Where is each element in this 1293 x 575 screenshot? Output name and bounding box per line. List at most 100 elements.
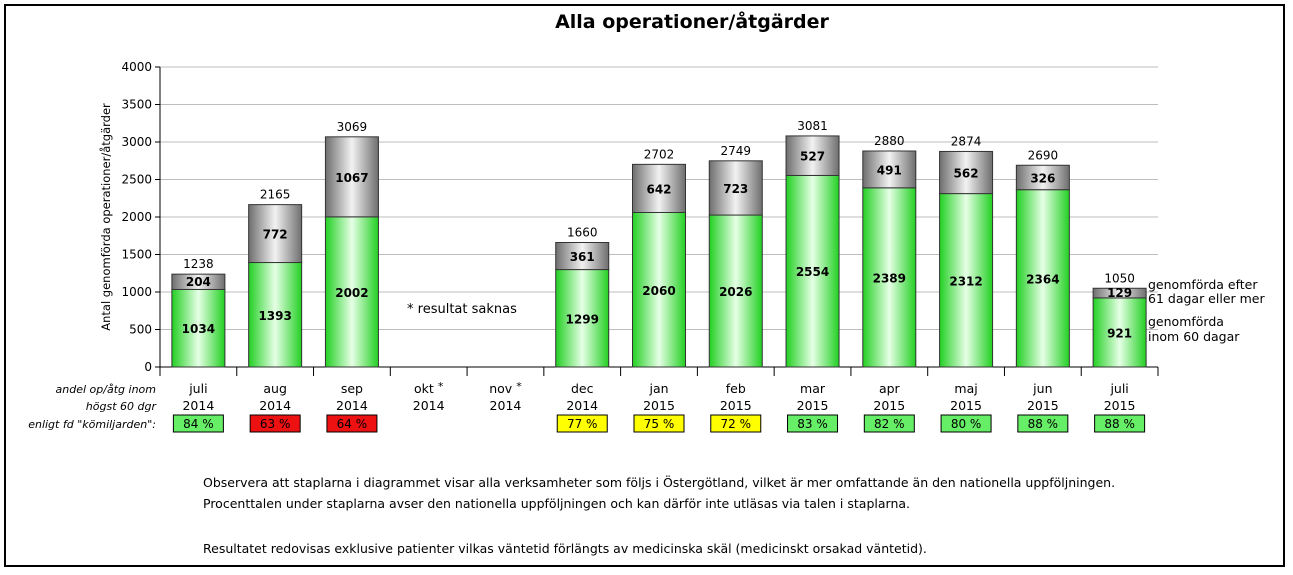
y-tick-label: 500 xyxy=(129,323,152,337)
percent-badge xyxy=(787,414,839,433)
bar-within-60-days xyxy=(1092,297,1147,368)
x-tick-label-month: mar xyxy=(800,381,826,396)
percent-label: 72 % xyxy=(721,417,752,431)
data-label-within-60: 921 xyxy=(1107,326,1132,340)
series-label-within-60: genomförda xyxy=(1148,314,1224,329)
percent-badge xyxy=(556,414,608,433)
data-label-after-61: 642 xyxy=(646,182,671,196)
data-label-after-61: 326 xyxy=(1030,171,1055,185)
percent-label: 88 % xyxy=(1028,417,1059,431)
x-tick-label-year: 2015 xyxy=(950,398,982,413)
data-label-after-61: 491 xyxy=(877,163,902,177)
x-tick-label-month: jan xyxy=(648,381,668,396)
data-label-within-60: 2312 xyxy=(949,274,982,288)
x-tick-label-month: sep xyxy=(341,381,363,396)
percent-label: 84 % xyxy=(183,417,214,431)
note-1: Observera att staplarna i diagrammet vis… xyxy=(203,475,1116,490)
total-label: 1660 xyxy=(567,226,598,240)
data-label-within-60: 1299 xyxy=(566,312,599,326)
x-tick-label-month: juli xyxy=(1109,381,1128,396)
data-label-after-61: 562 xyxy=(954,167,979,181)
y-tick-label: 1000 xyxy=(121,285,152,299)
y-tick-label: 4000 xyxy=(121,60,152,74)
data-label-within-60: 1393 xyxy=(258,309,291,323)
bar-after-61-days xyxy=(785,135,840,176)
data-label-within-60: 2389 xyxy=(873,271,906,285)
bar-within-60-days xyxy=(632,212,686,368)
total-label: 1050 xyxy=(1104,271,1135,285)
x-tick-label-year: 2014 xyxy=(259,398,291,413)
x-tick-label-month: feb xyxy=(726,381,746,396)
series-label-after-61: 61 dagar eller mer xyxy=(1148,291,1265,306)
total-label: 2880 xyxy=(874,134,905,148)
data-label-within-60: 1034 xyxy=(182,322,215,336)
total-label: 1238 xyxy=(183,257,214,271)
y-axis-label: Antal genomförda operationer/åtgärder xyxy=(99,103,113,331)
bar-within-60-days xyxy=(785,174,840,368)
data-label-after-61: 204 xyxy=(186,275,211,289)
percent-label: 64 % xyxy=(337,417,368,431)
total-label: 3081 xyxy=(797,119,828,133)
total-label: 2165 xyxy=(260,188,291,202)
bar-after-61-days xyxy=(555,242,610,271)
x-tick-label-year: 2014 xyxy=(182,398,214,413)
note-2: Procenttalen under staplarna avser den n… xyxy=(203,496,910,511)
data-label-within-60: 2002 xyxy=(335,286,368,300)
bar-after-61-days xyxy=(324,136,379,218)
percent-badge xyxy=(1094,414,1146,433)
x-tick-label-year: 2015 xyxy=(643,398,675,413)
data-label-within-60: 2364 xyxy=(1026,272,1059,286)
percent-badge xyxy=(172,414,224,433)
bar-after-61-days xyxy=(632,163,686,214)
y-tick-label: 1500 xyxy=(121,248,152,262)
data-label-after-61: 772 xyxy=(263,228,288,242)
percent-label: 63 % xyxy=(260,417,291,431)
data-label-after-61: 129 xyxy=(1107,286,1132,300)
percent-label: 82 % xyxy=(874,417,905,431)
x-tick-label-year: 2014 xyxy=(490,398,522,413)
y-tick-label: 2500 xyxy=(121,173,152,187)
bar-after-61-days xyxy=(171,273,226,290)
data-label-after-61: 1067 xyxy=(335,171,368,185)
x-tick-label-year: 2015 xyxy=(1104,398,1136,413)
y-tick-label: 3500 xyxy=(121,98,152,112)
percent-row-label: andel op/åtg inom xyxy=(56,383,156,396)
bar-within-60-days xyxy=(862,187,917,368)
series-label-within-60: inom 60 dagar xyxy=(1148,329,1240,344)
percent-badge xyxy=(863,414,915,433)
x-tick-label-year: 2015 xyxy=(873,398,905,413)
percent-label: 77 % xyxy=(567,417,598,431)
bar-after-61-days xyxy=(862,150,917,189)
bar-within-60-days xyxy=(708,214,763,368)
total-label: 2874 xyxy=(951,134,982,148)
percent-row-label: enligt fd "kömiljarden": xyxy=(28,418,156,431)
y-tick-label: 2000 xyxy=(121,210,152,224)
x-tick-label-month: aug xyxy=(263,381,287,396)
x-tick-label-year: 2015 xyxy=(797,398,829,413)
x-tick-label-month: dec xyxy=(571,381,594,396)
data-label-within-60: 2060 xyxy=(642,284,675,298)
data-label-within-60: 2554 xyxy=(796,265,829,279)
bar-after-61-days xyxy=(248,204,303,264)
x-tick-label-month: nov * xyxy=(489,380,522,396)
total-label: 2702 xyxy=(644,147,675,161)
percent-row-label: högst 60 dgr xyxy=(86,400,158,413)
percent-badge xyxy=(249,414,301,433)
x-tick-label-month: maj xyxy=(954,381,977,396)
percent-badge xyxy=(1017,414,1069,433)
missing-data-note: * resultat saknas xyxy=(407,302,517,317)
bar-within-60-days xyxy=(324,216,379,368)
x-tick-label-year: 2014 xyxy=(566,398,598,413)
x-tick-label-month: jun xyxy=(1032,381,1052,396)
data-label-after-61: 527 xyxy=(800,150,825,164)
y-tick-label: 3000 xyxy=(121,135,152,149)
data-label-after-61: 723 xyxy=(723,182,748,196)
bar-within-60-days xyxy=(248,262,303,368)
total-label: 3069 xyxy=(337,120,368,134)
data-label-after-61: 361 xyxy=(570,250,595,264)
series-label-after-61: genomförda efter xyxy=(1148,277,1258,292)
x-tick-label-month: juli xyxy=(188,381,207,396)
x-tick-label-year: 2014 xyxy=(413,398,445,413)
bar-after-61-days xyxy=(708,160,763,216)
